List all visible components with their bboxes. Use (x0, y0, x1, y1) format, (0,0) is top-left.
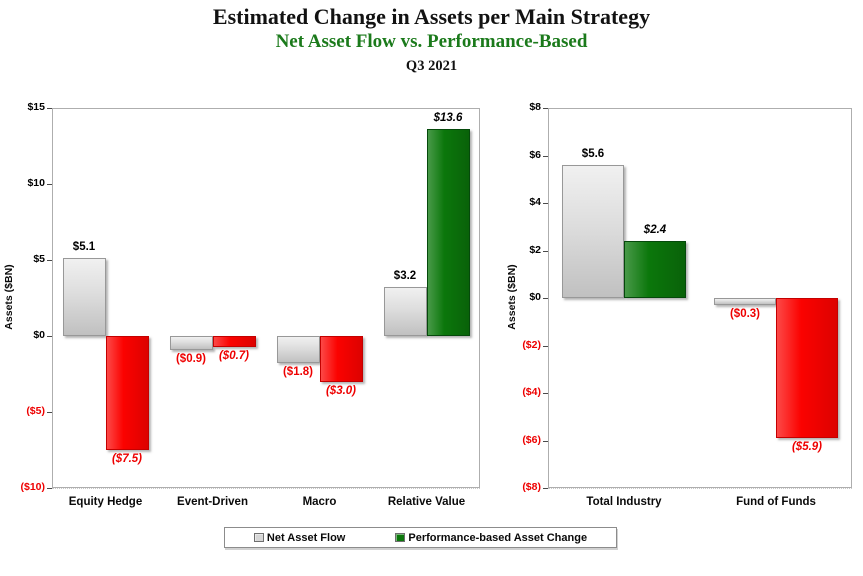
y-tick-label: $4 (529, 196, 541, 208)
axis-tick (543, 108, 548, 109)
net-asset-flow-bar (277, 336, 320, 363)
gridline (52, 488, 480, 489)
net-asset-flow-bar (714, 298, 776, 305)
bar-value-label: ($3.0) (325, 385, 357, 397)
y-tick-label: $8 (529, 101, 541, 113)
y-tick-label: ($2) (522, 339, 541, 351)
chart-period: Q3 2021 (405, 58, 458, 74)
y-axis-title: Assets ($BN) (506, 264, 518, 330)
bar-value-label: ($0.3) (729, 308, 761, 320)
y-tick-label: $0 (33, 329, 45, 341)
net-asset-flow-bar (170, 336, 213, 350)
y-tick-label: ($10) (20, 481, 45, 493)
axis-tick (543, 441, 548, 442)
category-label: Equity Hedge (68, 496, 143, 508)
axis-tick (543, 298, 548, 299)
axis-tick (543, 346, 548, 347)
y-tick-label: $15 (27, 101, 45, 113)
bar-value-label: ($0.7) (218, 350, 250, 362)
performance-bar (213, 336, 256, 347)
bar-value-label: $3.2 (393, 270, 417, 282)
gridline (548, 488, 852, 489)
axis-tick (543, 488, 548, 489)
axis-tick (47, 184, 52, 185)
axis-tick (47, 108, 52, 109)
axis-tick (543, 156, 548, 157)
y-tick-label: $2 (529, 244, 541, 256)
bar-value-label: $13.6 (433, 112, 463, 124)
category-label: Total Industry (586, 496, 662, 508)
axis-tick (47, 412, 52, 413)
bar-value-label: ($5.9) (791, 441, 823, 453)
net-asset-flow-bar (63, 258, 106, 336)
y-tick-label: $10 (27, 177, 45, 189)
chart-subtitle: Net Asset Flow vs. Performance-Based (275, 31, 588, 52)
net-asset-flow-bar (384, 287, 427, 336)
y-tick-label: $5 (33, 253, 45, 265)
category-label: Fund of Funds (736, 496, 816, 508)
performance-bar (427, 129, 470, 336)
y-tick-label: $0 (529, 291, 541, 303)
y-tick-label: ($6) (522, 434, 541, 446)
bar-value-label: ($7.5) (111, 453, 143, 465)
category-label: Event-Driven (177, 496, 248, 508)
category-label: Relative Value (387, 496, 466, 508)
performance-bar (320, 336, 363, 382)
legend-label-performance: Performance-based Asset Change (408, 531, 588, 544)
net-asset-flow-bar (562, 165, 624, 298)
axis-tick (47, 260, 52, 261)
category-label: Macro (302, 496, 337, 508)
y-tick-label: ($4) (522, 386, 541, 398)
y-tick-label: $6 (529, 149, 541, 161)
page-title: Estimated Change in Assets per Main Stra… (212, 4, 651, 29)
legend-item-performance: Performance-based Asset Change (395, 532, 587, 544)
axis-tick (47, 488, 52, 489)
legend-item-net-asset-flow: Net Asset Flow (253, 531, 346, 544)
axis-tick (543, 251, 548, 252)
legend-label-net-asset-flow: Net Asset Flow (266, 531, 346, 544)
y-tick-label: ($5) (26, 405, 45, 417)
performance-swatch-icon (395, 533, 406, 542)
axis-tick (543, 393, 548, 394)
axis-tick (543, 203, 548, 204)
bar-value-label: ($1.8) (282, 366, 314, 378)
legend: Net Asset Flow Performance-based Asset C… (224, 527, 617, 548)
net-asset-flow-swatch-icon (253, 533, 264, 542)
bar-value-label: $5.1 (72, 241, 96, 253)
performance-bar (776, 298, 838, 438)
bar-value-label: $5.6 (581, 148, 605, 160)
axis-tick (47, 336, 52, 337)
bar-value-label: $2.4 (643, 224, 667, 236)
y-tick-label: ($8) (522, 481, 541, 493)
bar-value-label: ($0.9) (175, 353, 207, 365)
performance-bar (106, 336, 149, 450)
performance-bar (624, 241, 686, 298)
